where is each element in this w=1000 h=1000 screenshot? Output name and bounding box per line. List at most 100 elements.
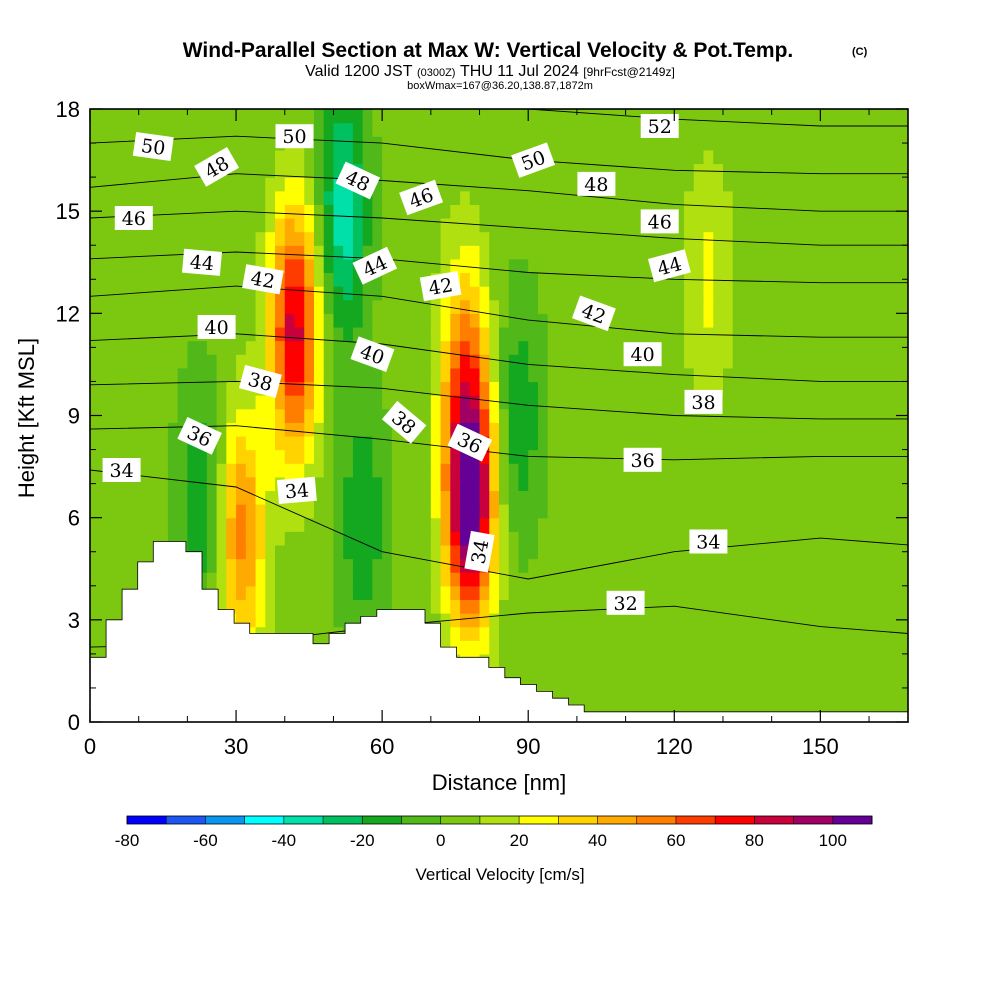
velocity-cell: [343, 286, 354, 301]
velocity-cell: [362, 367, 374, 383]
velocity-cell: [557, 435, 568, 451]
velocity-cell: [869, 653, 880, 669]
velocity-cell: [236, 367, 247, 383]
velocity-cell: [167, 449, 179, 464]
velocity-cell: [703, 517, 714, 532]
velocity-cell: [518, 326, 529, 342]
velocity-cell: [352, 558, 364, 573]
velocity-cell: [352, 476, 364, 492]
velocity-cell: [752, 681, 763, 696]
velocity-cell: [90, 177, 101, 192]
velocity-cell: [752, 326, 763, 342]
velocity-cell: [99, 613, 111, 628]
velocity-cell: [216, 272, 227, 287]
velocity-cell: [499, 204, 510, 219]
velocity-cell: [898, 626, 908, 641]
y-tick-label: 15: [56, 199, 80, 224]
velocity-cell: [557, 204, 568, 219]
velocity-cell: [722, 136, 734, 151]
velocity-cell: [684, 476, 695, 492]
velocity-cell: [703, 613, 714, 628]
velocity-cell: [722, 435, 734, 451]
velocity-cell: [800, 163, 812, 178]
velocity-cell: [421, 217, 432, 233]
velocity-cell: [275, 504, 286, 519]
velocity-cell: [333, 245, 344, 260]
velocity-cell: [635, 231, 646, 246]
velocity-cell: [839, 640, 851, 655]
velocity-cell: [489, 490, 500, 505]
velocity-cell: [664, 136, 675, 151]
velocity-cell: [567, 435, 578, 451]
velocity-cell: [430, 517, 442, 532]
velocity-cell: [401, 231, 412, 246]
velocity-cell: [713, 149, 724, 165]
velocity-cell: [703, 163, 714, 178]
velocity-cell: [216, 177, 227, 192]
velocity-cell: [849, 517, 860, 532]
velocity-cell: [596, 681, 607, 696]
velocity-cell: [421, 122, 432, 137]
velocity-cell: [362, 286, 374, 301]
velocity-cell: [684, 585, 695, 600]
velocity-cell: [654, 653, 666, 669]
velocity-cell: [606, 122, 617, 137]
velocity-cell: [586, 231, 597, 246]
velocity-cell: [284, 177, 296, 192]
velocity-cell: [411, 149, 422, 165]
velocity-cell: [557, 381, 568, 396]
velocity-cell: [596, 490, 607, 505]
velocity-cell: [606, 354, 617, 369]
velocity-cell: [90, 395, 101, 410]
velocity-cell: [304, 272, 315, 287]
velocity-cell: [216, 517, 227, 532]
velocity-cell: [761, 245, 773, 260]
velocity-cell: [791, 217, 802, 233]
velocity-cell: [255, 463, 266, 478]
velocity-cell: [313, 422, 325, 437]
velocity-cell: [869, 667, 880, 682]
velocity-cell: [343, 544, 354, 560]
velocity-cell: [703, 653, 714, 669]
velocity-cell: [333, 326, 344, 342]
velocity-cell: [752, 340, 763, 355]
velocity-cell: [343, 531, 354, 546]
colorbar-tick-label: 20: [510, 831, 529, 850]
velocity-cell: [742, 694, 753, 709]
velocity-cell: [615, 531, 627, 546]
velocity-cell: [820, 177, 831, 192]
velocity-cell: [109, 149, 120, 165]
velocity-cell: [635, 381, 646, 396]
velocity-cell: [586, 476, 597, 492]
velocity-cell: [869, 286, 880, 301]
velocity-cell: [265, 599, 276, 614]
velocity-cell: [99, 504, 111, 519]
velocity-cell: [245, 613, 257, 628]
velocity-cell: [606, 653, 617, 669]
velocity-cell: [635, 272, 646, 287]
velocity-cell: [888, 272, 899, 287]
velocity-cell: [684, 217, 695, 233]
velocity-cell: [167, 422, 179, 437]
velocity-cell: [752, 504, 763, 519]
velocity-cell: [138, 109, 150, 124]
velocity-cell: [830, 544, 841, 560]
velocity-cell: [216, 190, 227, 205]
velocity-cell: [537, 544, 549, 560]
velocity-cell: [576, 204, 588, 219]
velocity-cell: [615, 136, 627, 151]
velocity-cell: [352, 463, 364, 478]
velocity-cell: [138, 463, 150, 478]
velocity-cell: [596, 245, 607, 260]
velocity-cell: [557, 354, 568, 369]
velocity-cell: [849, 585, 860, 600]
velocity-cell: [761, 163, 773, 178]
velocity-cell: [800, 463, 812, 478]
velocity-cell: [839, 517, 851, 532]
velocity-cell: [586, 558, 597, 573]
velocity-cell: [479, 326, 490, 342]
velocity-cell: [615, 408, 627, 423]
velocity-cell: [343, 109, 354, 124]
velocity-cell: [333, 449, 344, 464]
velocity-cell: [148, 299, 159, 314]
